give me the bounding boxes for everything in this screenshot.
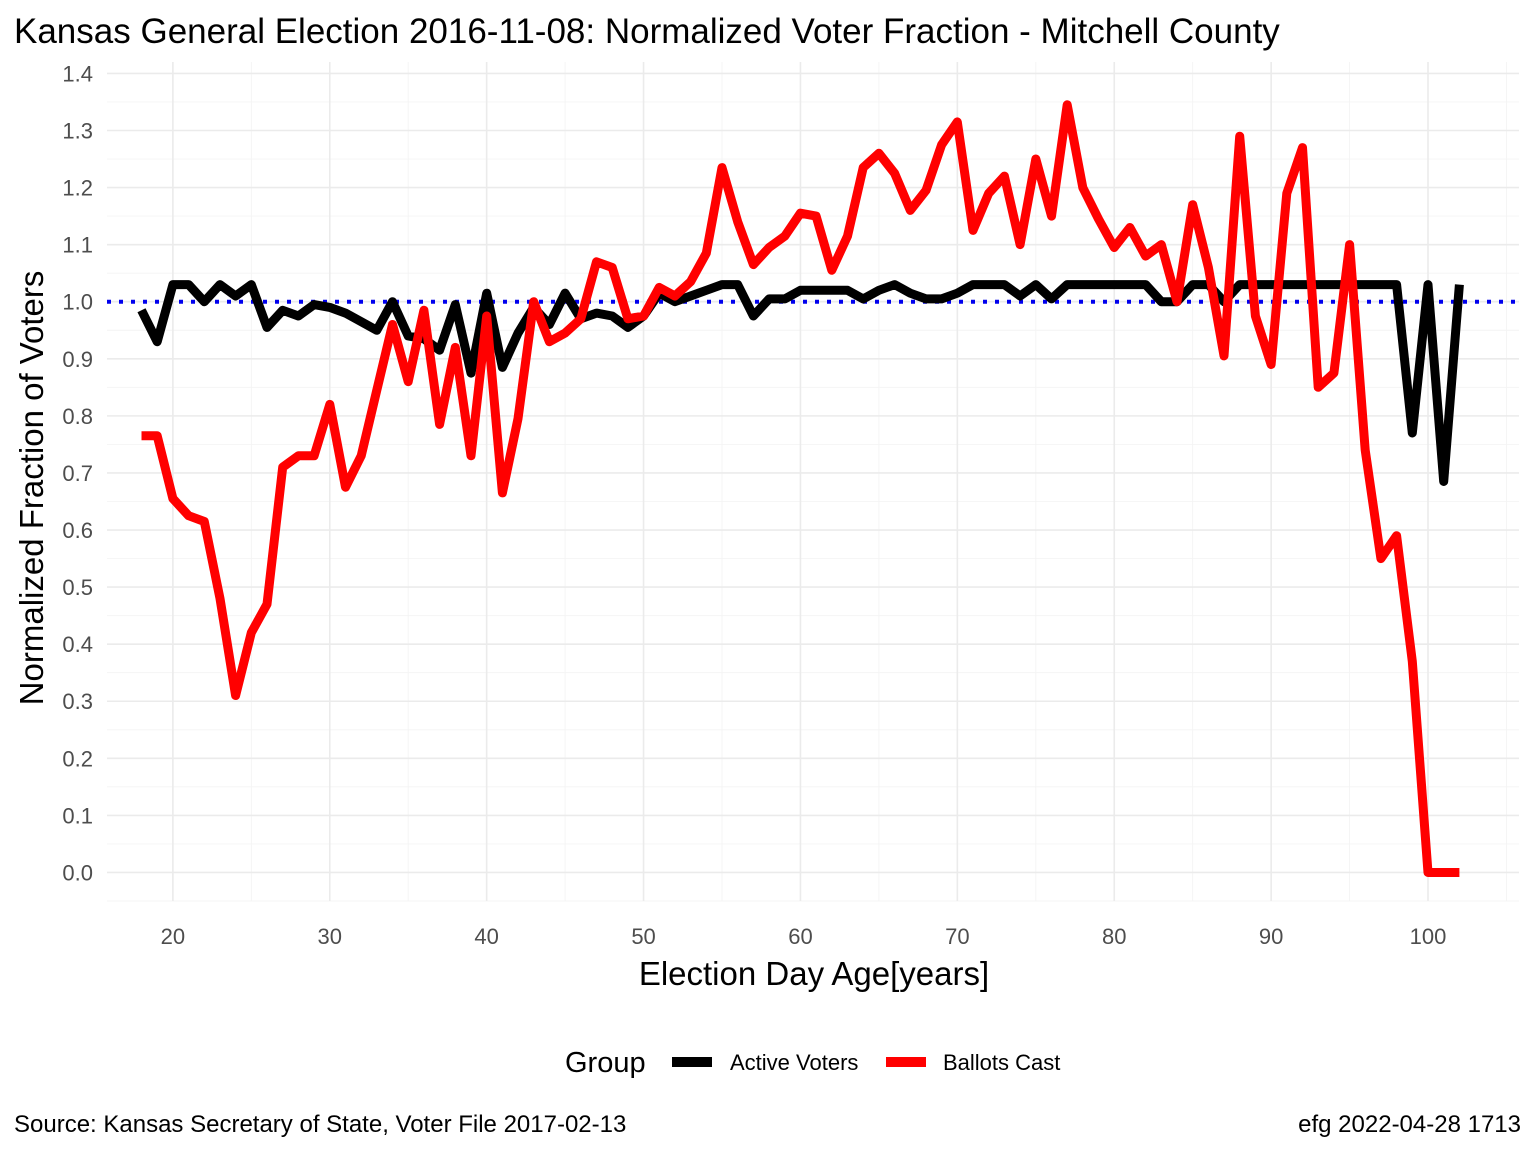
x-axis-title: Election Day Age[years] [639, 955, 989, 992]
x-tick-label: 90 [1259, 924, 1283, 949]
series-line-active-voters [137, 280, 1464, 486]
x-tick-label: 60 [788, 924, 812, 949]
x-tick-label: 20 [161, 924, 185, 949]
y-tick-label: 1.3 [62, 118, 93, 143]
chart-title: Kansas General Election 2016-11-08: Norm… [14, 12, 1280, 51]
y-tick-label: 0.1 [62, 803, 93, 828]
x-tick-label: 40 [474, 924, 498, 949]
y-tick-label: 0.8 [62, 404, 93, 429]
legend-title: Group [565, 1047, 646, 1079]
legend-label-ballots-cast: Ballots Cast [943, 1050, 1060, 1075]
x-tick-label: 80 [1102, 924, 1126, 949]
y-tick-label: 1.1 [62, 233, 93, 258]
x-tick-label: 70 [945, 924, 969, 949]
y-tick-label: 1.2 [62, 176, 93, 201]
y-tick-label: 0.0 [62, 860, 93, 885]
y-axis-title: Normalized Fraction of Voters [13, 271, 50, 706]
credit-caption: efg 2022-04-28 1713 [1298, 1111, 1521, 1138]
y-tick-label: 1.4 [62, 61, 93, 86]
y-tick-label: 0.9 [62, 347, 93, 372]
y-tick-label: 0.7 [62, 461, 93, 486]
series-lines [137, 100, 1464, 877]
x-tick-labels: 20 30 40 50 60 70 80 90 100 [161, 924, 1447, 949]
legend-label-active-voters: Active Voters [730, 1050, 858, 1075]
series-line-ballots-cast [141, 100, 1460, 877]
y-tick-label: 0.2 [62, 746, 93, 771]
source-caption: Source: Kansas Secretary of State, Voter… [14, 1111, 626, 1138]
x-tick-label: 30 [318, 924, 342, 949]
x-tick-label: 50 [631, 924, 655, 949]
y-tick-label: 1.0 [62, 290, 93, 315]
y-tick-label: 0.3 [62, 689, 93, 714]
y-tick-label: 0.6 [62, 518, 93, 543]
legend: Group Active Voters Ballots Cast [565, 1047, 1060, 1079]
y-tick-label: 0.5 [62, 575, 93, 600]
x-tick-label: 100 [1410, 924, 1447, 949]
y-tick-label: 0.4 [62, 632, 93, 657]
y-tick-labels: 0.0 0.1 0.2 0.3 0.4 0.5 0.6 0.7 0.8 0.9 1.0 1.1 1.2 1… [62, 61, 93, 885]
